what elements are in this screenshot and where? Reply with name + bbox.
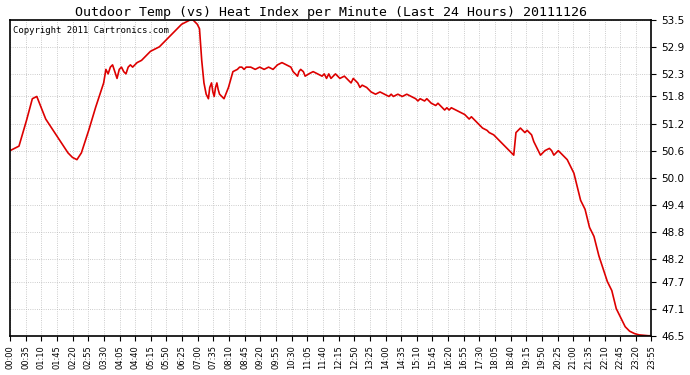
Title: Outdoor Temp (vs) Heat Index per Minute (Last 24 Hours) 20111126: Outdoor Temp (vs) Heat Index per Minute … <box>75 6 586 18</box>
Text: Copyright 2011 Cartronics.com: Copyright 2011 Cartronics.com <box>13 26 169 35</box>
